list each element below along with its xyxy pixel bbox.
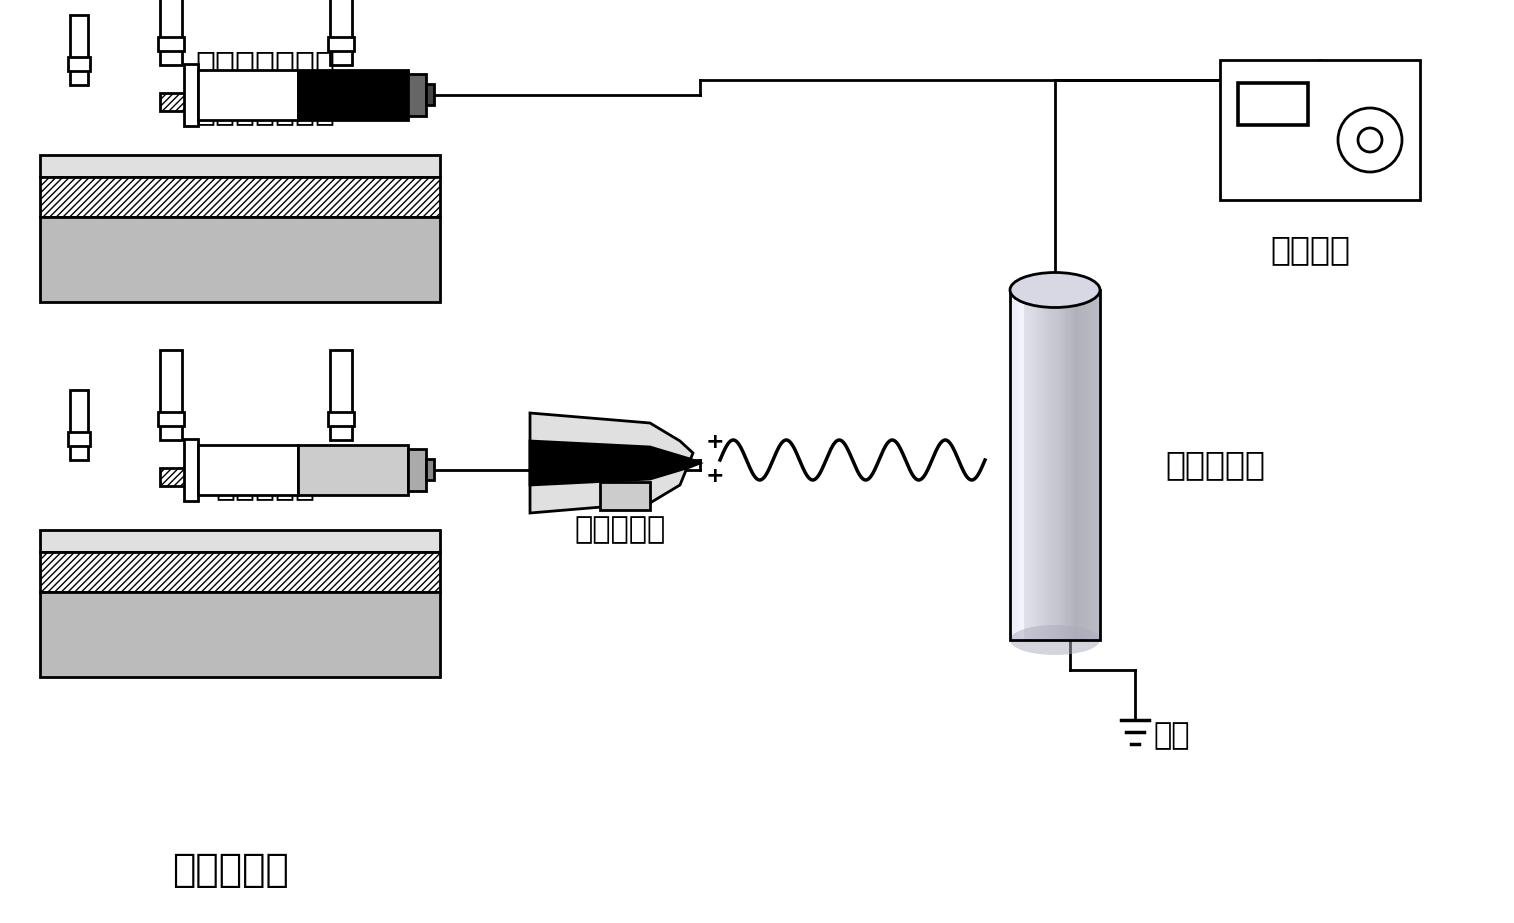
Bar	[1089, 290, 1092, 640]
Bar	[1073, 290, 1076, 640]
Bar	[68, 432, 89, 446]
Circle shape	[1358, 128, 1382, 152]
Bar	[1017, 290, 1020, 640]
Bar	[1055, 290, 1058, 640]
Bar	[1010, 290, 1101, 640]
Bar	[39, 217, 441, 302]
Bar	[1037, 290, 1040, 640]
Bar	[157, 412, 185, 426]
Text: +: +	[706, 466, 725, 486]
Bar	[1084, 290, 1087, 640]
Bar	[185, 64, 198, 126]
Text: +: +	[706, 432, 725, 452]
Text: 微量注射泵: 微量注射泵	[171, 851, 289, 889]
Bar	[160, 0, 182, 65]
Bar	[160, 93, 351, 111]
Text: 滚筒接收器: 滚筒接收器	[1164, 449, 1266, 482]
Bar	[1043, 290, 1048, 640]
Bar	[1087, 290, 1090, 640]
Text: 和哳化聚砧: 和哳化聚砧	[215, 469, 315, 501]
Bar	[1096, 290, 1099, 640]
Text: 接地: 接地	[1154, 722, 1190, 750]
Bar	[39, 592, 441, 677]
Bar	[39, 177, 441, 217]
Bar	[1052, 290, 1055, 640]
Bar	[330, 0, 351, 65]
Bar	[1026, 290, 1030, 640]
Ellipse shape	[1010, 625, 1101, 655]
Bar	[1083, 290, 1086, 640]
Bar	[1064, 290, 1067, 640]
Bar	[1051, 290, 1054, 640]
Bar	[1048, 290, 1052, 640]
Bar	[329, 412, 354, 426]
Circle shape	[1338, 108, 1402, 172]
Bar	[1069, 290, 1072, 640]
Bar	[1010, 290, 1013, 640]
Bar	[198, 445, 298, 495]
Bar	[70, 390, 88, 460]
Text: 高压电源: 高压电源	[1270, 234, 1350, 267]
Bar	[1066, 290, 1069, 640]
Bar	[1060, 290, 1063, 640]
Bar	[1014, 290, 1017, 640]
Bar	[198, 70, 298, 120]
Bar	[1057, 290, 1060, 640]
Bar	[1034, 290, 1039, 640]
Polygon shape	[530, 413, 693, 513]
Text: 功能化碳纳米管: 功能化碳纳米管	[195, 93, 335, 126]
Bar	[1030, 290, 1034, 640]
Bar	[298, 70, 407, 120]
Bar	[1028, 290, 1031, 640]
Bar	[329, 37, 354, 51]
Bar	[1046, 290, 1049, 640]
Bar	[1019, 290, 1022, 640]
Bar	[425, 459, 435, 480]
Bar	[1023, 290, 1026, 640]
Bar	[1098, 290, 1101, 640]
Text: 和哳化聚砧掺杂: 和哳化聚砧掺杂	[195, 49, 335, 81]
Bar	[1079, 290, 1083, 640]
Bar	[1033, 290, 1036, 640]
Ellipse shape	[1010, 272, 1101, 307]
Bar	[39, 530, 441, 552]
Bar	[1013, 290, 1016, 640]
Bar	[1061, 290, 1064, 640]
Bar	[298, 445, 407, 495]
Bar	[407, 449, 425, 491]
Bar	[425, 84, 435, 105]
Bar	[1070, 290, 1073, 640]
Bar	[68, 57, 89, 71]
Polygon shape	[530, 441, 699, 485]
Bar	[70, 15, 88, 85]
Bar	[1022, 290, 1025, 640]
Bar	[1039, 290, 1043, 640]
Bar	[1220, 60, 1420, 200]
Bar	[1238, 83, 1308, 125]
Bar	[1075, 290, 1078, 640]
Bar	[185, 439, 198, 501]
Bar	[39, 552, 441, 592]
Bar	[330, 350, 351, 440]
Bar	[160, 350, 182, 440]
Bar	[1078, 290, 1081, 640]
Bar	[160, 468, 351, 486]
Bar	[39, 155, 441, 177]
Bar	[407, 74, 425, 116]
Text: 同轴纺丝头: 同轴纺丝头	[574, 516, 666, 545]
Bar	[1093, 290, 1096, 640]
Bar	[157, 37, 185, 51]
Bar	[1042, 290, 1045, 640]
Bar	[1092, 290, 1095, 640]
Bar	[600, 482, 650, 510]
